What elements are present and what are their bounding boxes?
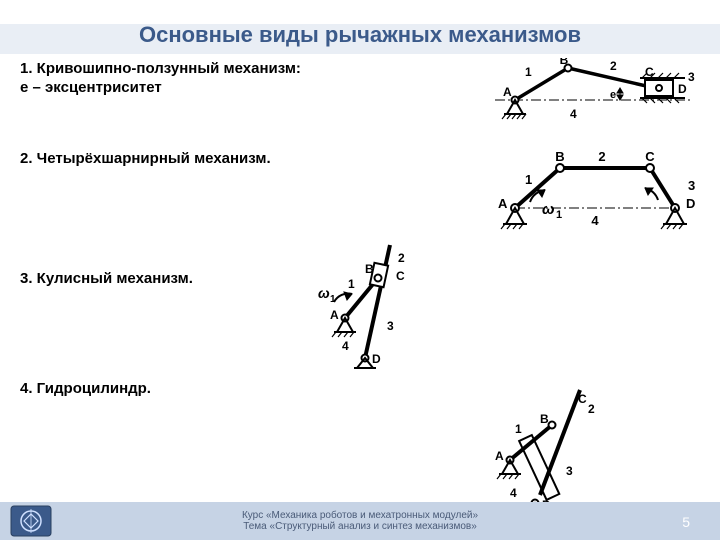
svg-text:4: 4 [510, 486, 517, 500]
svg-text:1: 1 [515, 422, 522, 436]
item-2-heading: 2. Четырёхшарнирный механизм. [20, 150, 271, 167]
svg-text:A: A [498, 196, 508, 211]
item-1-sub: е – эксцентриситет [20, 79, 301, 96]
svg-text:3: 3 [566, 464, 573, 478]
item-1-heading: 1. Кривошипно-ползунный механизм: [20, 60, 301, 77]
diagram-four-bar: A B C D 1 2 3 4 ω 1 [490, 150, 710, 240]
svg-text:4: 4 [342, 339, 349, 353]
svg-text:1: 1 [556, 209, 562, 221]
svg-text:e: e [610, 89, 616, 101]
svg-text:2: 2 [588, 402, 595, 416]
diagram-rocker: A B C D 1 2 3 4 ω 1 [310, 240, 430, 370]
svg-text:ω: ω [542, 201, 555, 218]
page-number: 5 [682, 514, 690, 530]
svg-text:4: 4 [591, 213, 599, 228]
svg-text:B: B [365, 262, 374, 276]
svg-text:3: 3 [688, 70, 695, 84]
svg-text:A: A [330, 308, 339, 322]
item-2: 2. Четырёхшарнирный механизм. [20, 150, 271, 167]
svg-text:2: 2 [598, 150, 605, 164]
item-4: 4. Гидроцилиндр. [20, 380, 151, 397]
svg-text:2: 2 [610, 59, 617, 73]
svg-text:1: 1 [348, 277, 355, 291]
footer: Курс «Механика роботов и мехатронных мод… [0, 502, 720, 540]
footer-line2: Тема «Структурный анализ и синтез механи… [243, 521, 477, 532]
logo-icon [10, 505, 52, 537]
svg-text:C: C [645, 150, 655, 164]
svg-text:1: 1 [525, 172, 532, 187]
svg-text:A: A [503, 85, 512, 99]
svg-text:D: D [686, 196, 695, 211]
svg-text:C: C [396, 269, 405, 283]
svg-text:3: 3 [387, 319, 394, 333]
svg-text:ω: ω [318, 285, 330, 301]
diagram-slider-crank: A B C D e 1 2 3 4 [490, 58, 700, 128]
svg-text:2: 2 [398, 251, 405, 265]
item-3: 3. Кулисный механизм. [20, 270, 193, 287]
svg-text:A: A [495, 449, 504, 463]
item-3-heading: 3. Кулисный механизм. [20, 270, 193, 287]
svg-text:D: D [372, 352, 381, 366]
page-title: Основные виды рычажных механизмов [0, 22, 720, 48]
footer-line1: Курс «Механика роботов и мехатронных мод… [242, 510, 478, 521]
svg-text:B: B [555, 150, 564, 164]
item-1: 1. Кривошипно-ползунный механизм: е – эк… [20, 60, 301, 96]
svg-text:3: 3 [688, 178, 695, 193]
svg-text:C: C [645, 65, 654, 79]
diagram-hydraulic: A B C D 1 2 3 4 [480, 385, 610, 515]
svg-text:1: 1 [525, 65, 532, 79]
svg-text:4: 4 [570, 107, 577, 121]
svg-text:B: B [560, 58, 569, 67]
svg-text:C: C [578, 392, 587, 406]
svg-text:1: 1 [330, 294, 336, 305]
svg-text:B: B [540, 412, 549, 426]
item-4-heading: 4. Гидроцилиндр. [20, 380, 151, 397]
svg-text:D: D [678, 82, 687, 96]
